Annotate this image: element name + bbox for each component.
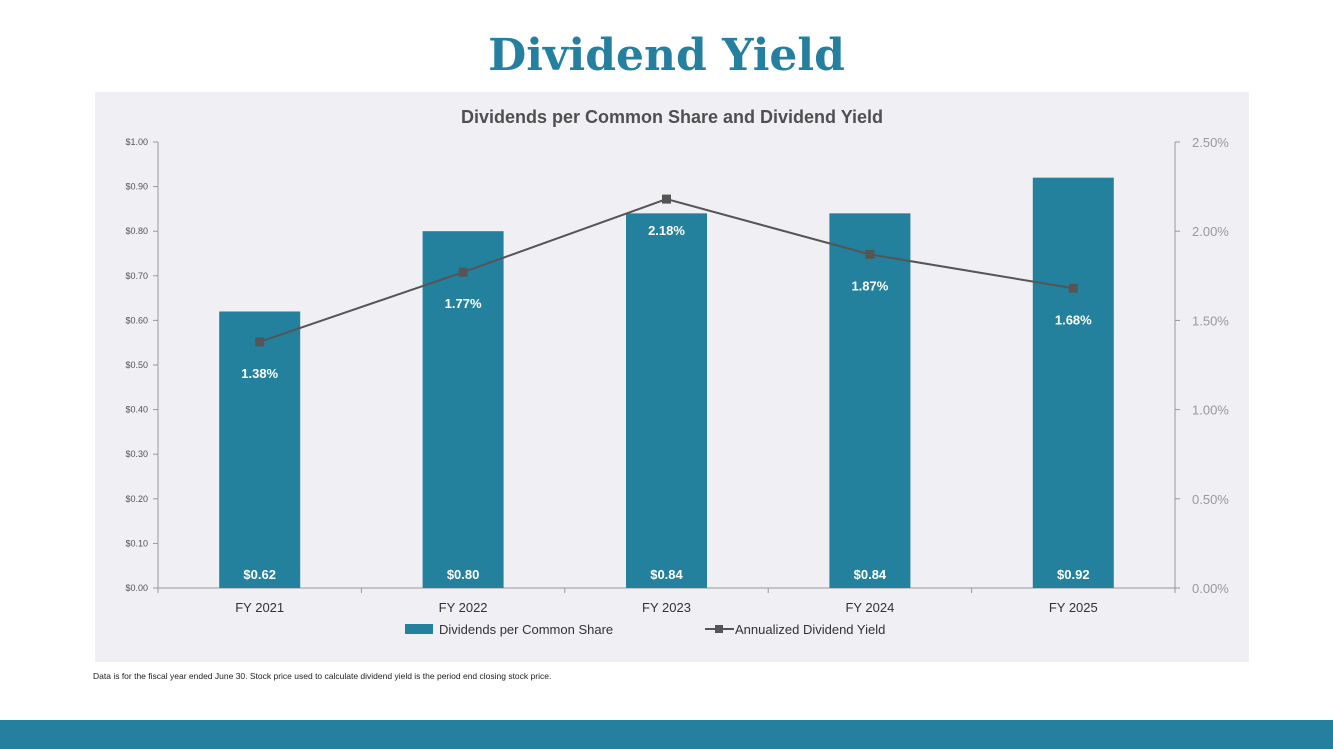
left-axis-tick-label: $0.30 (125, 449, 148, 459)
right-axis-tick-label: 1.50% (1192, 313, 1229, 328)
x-axis-tick-label: FY 2021 (235, 600, 284, 615)
yield-value-label: 1.77% (445, 296, 482, 311)
chart-legend: Dividends per Common Share Annualized Div… (405, 622, 885, 637)
left-axis-tick-label: $0.20 (125, 494, 148, 504)
right-axis-tick-label: 0.50% (1192, 492, 1229, 507)
bar (829, 213, 911, 589)
yield-marker (458, 267, 468, 277)
yield-value-label: 2.18% (648, 223, 685, 238)
dividend-chart: Dividends per Common Share and Dividend … (125, 107, 1229, 637)
left-axis-tick-label: $1.00 (125, 137, 148, 147)
right-axis-tick-label: 0.00% (1192, 581, 1229, 596)
bar-value-label: $0.62 (243, 567, 276, 582)
chart-axes: $0.00 $0.10 $0.20 $0.30 $0.40 $0.50 $0.60 $0.70… (125, 135, 1229, 615)
legend-line-label: Annualized Dividend Yield (735, 622, 885, 637)
chart-title: Dividends per Common Share and Dividend … (461, 107, 883, 127)
left-axis-tick-label: $0.70 (125, 271, 148, 281)
x-axis-tick-label: FY 2024 (845, 600, 894, 615)
chart-panel: Dividends per Common Share and Dividend … (95, 92, 1249, 662)
yield-marker (865, 249, 875, 259)
bar (422, 231, 504, 588)
bar (626, 213, 707, 589)
bar (1032, 177, 1114, 588)
left-axis-tick-label: $0.80 (125, 226, 148, 236)
page-title: Dividend Yield (488, 30, 845, 81)
right-axis-tick-label: 2.00% (1192, 224, 1229, 239)
footer-band (0, 720, 1333, 749)
yield-value-label: 1.87% (851, 278, 888, 293)
x-axis-tick-label: FY 2022 (439, 600, 488, 615)
left-axis-tick-label: $0.90 (125, 182, 148, 192)
legend-bar-swatch (405, 624, 433, 634)
legend-bar-label: Dividends per Common Share (439, 622, 613, 637)
left-axis-tick-label: $0.50 (125, 360, 148, 370)
yield-marker (1068, 283, 1078, 293)
left-axis-tick-label: $0.60 (125, 315, 148, 325)
left-axis-tick-label: $0.40 (125, 405, 148, 415)
bar-value-label: $0.84 (650, 567, 683, 582)
footnote: Data is for the fiscal year ended June 3… (93, 671, 552, 681)
left-axis-tick-label: $0.10 (125, 538, 148, 548)
right-axis-tick-label: 1.00% (1192, 403, 1229, 418)
yield-marker (255, 337, 265, 347)
bar (219, 311, 301, 588)
left-axis-tick-label: $0.00 (125, 583, 148, 593)
yield-value-label: 1.38% (241, 366, 278, 381)
legend-line-marker (715, 625, 723, 633)
data-labels: $0.62 $0.80 $0.84 $0.84 $0.92 1.38% 1.77% 2.18%… (241, 223, 1092, 582)
right-axis-tick-label: 2.50% (1192, 135, 1229, 150)
line-series (255, 194, 1078, 347)
yield-marker (662, 194, 671, 204)
bar-series (219, 177, 1114, 589)
x-axis-tick-label: FY 2023 (642, 600, 691, 615)
bar-value-label: $0.84 (854, 567, 887, 582)
bar-value-label: $0.92 (1057, 567, 1090, 582)
x-axis-tick-label: FY 2025 (1049, 600, 1098, 615)
bar-value-label: $0.80 (447, 567, 480, 582)
yield-value-label: 1.68% (1055, 312, 1092, 327)
